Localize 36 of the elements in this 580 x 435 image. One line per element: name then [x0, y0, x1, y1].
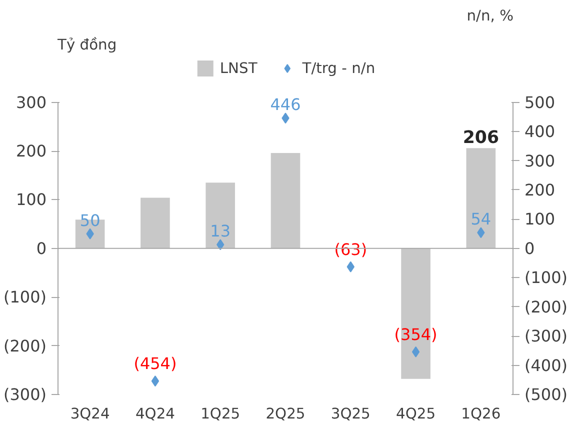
x-tick-label: 1Q25 — [200, 406, 240, 422]
y-axis-title: Tỷ đồng — [56, 36, 117, 54]
data-label: 50 — [80, 210, 100, 230]
y-tick-label: (300) — [3, 385, 47, 404]
y2-tick-label: 100 — [524, 210, 556, 229]
y2-tick-label: (400) — [524, 356, 568, 375]
x-tick-label: 1Q26 — [461, 406, 501, 422]
y-tick-label: (100) — [3, 288, 47, 307]
y2-tick-label: 0 — [524, 238, 535, 258]
data-label: (454) — [134, 354, 177, 374]
legend-label: T/trg - n/n — [302, 60, 376, 76]
y2-tick-label: 300 — [524, 151, 556, 170]
x-tick-label: 2Q25 — [266, 406, 306, 422]
y2-tick-label: 400 — [524, 122, 556, 142]
data-label: 446 — [270, 95, 301, 114]
y-tick-label: 300 — [16, 92, 47, 112]
data-label: (354) — [394, 324, 438, 344]
x-tick-label: 4Q25 — [396, 406, 436, 422]
legend-label: LNST — [220, 60, 258, 76]
y-tick-label: 100 — [16, 190, 47, 210]
x-tick-label: 3Q24 — [70, 406, 110, 422]
y-tick-label: (200) — [3, 336, 47, 356]
y2-tick-label: (100) — [524, 268, 568, 288]
y2-tick-label: 200 — [524, 180, 556, 200]
y-tick-label: 200 — [16, 142, 47, 161]
y-tick-label: 0 — [36, 238, 47, 258]
y2-tick-label: (500) — [524, 385, 568, 404]
y2-tick-label: 500 — [524, 92, 556, 112]
data-label: 206 — [462, 128, 500, 148]
x-tick-label: 3Q25 — [330, 406, 370, 422]
y2-axis-title: n/n, % — [466, 8, 514, 24]
x-tick-label: 4Q24 — [135, 406, 175, 422]
y2-tick-label: (200) — [524, 297, 568, 316]
y2-tick-label: (300) — [524, 326, 568, 346]
data-label: 13 — [210, 222, 231, 241]
data-label: 54 — [470, 210, 492, 229]
